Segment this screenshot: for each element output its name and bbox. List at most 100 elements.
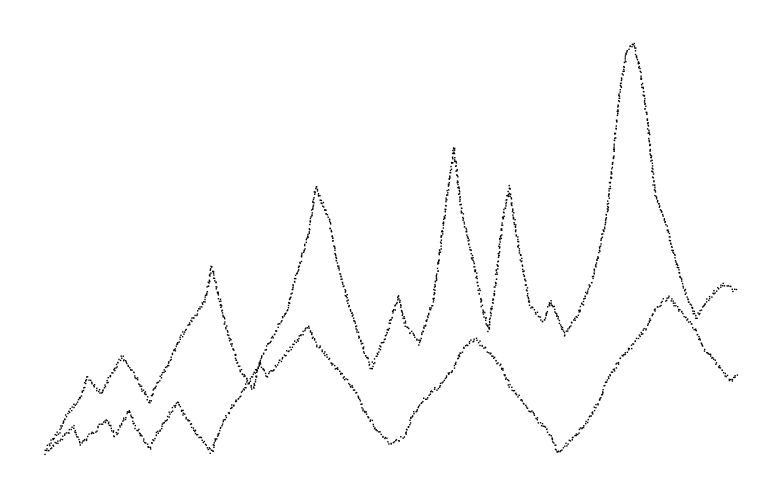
data-point bbox=[649, 144, 651, 147]
data-point bbox=[440, 248, 442, 250]
data-point bbox=[398, 440, 400, 442]
data-point bbox=[402, 313, 404, 315]
data-point bbox=[224, 321, 226, 323]
data-point bbox=[179, 338, 181, 340]
data-point bbox=[400, 304, 402, 306]
data-point bbox=[573, 319, 575, 321]
data-point bbox=[244, 387, 246, 389]
data-point bbox=[521, 257, 523, 260]
data-point bbox=[388, 322, 390, 324]
data-point bbox=[139, 385, 141, 388]
data-point bbox=[259, 363, 262, 365]
data-point bbox=[413, 413, 415, 415]
data-point bbox=[625, 52, 627, 54]
data-point bbox=[525, 280, 527, 282]
data-point bbox=[237, 361, 239, 364]
data-point bbox=[517, 241, 520, 243]
data-point bbox=[289, 297, 291, 299]
data-point bbox=[423, 325, 425, 327]
data-point bbox=[441, 230, 443, 232]
data-point bbox=[459, 196, 461, 198]
data-point bbox=[277, 326, 279, 328]
data-point bbox=[613, 370, 616, 372]
data-point bbox=[170, 358, 172, 361]
data-point bbox=[98, 390, 100, 393]
data-point bbox=[615, 137, 617, 139]
data-point bbox=[724, 375, 726, 377]
data-point bbox=[498, 245, 500, 247]
data-point bbox=[473, 338, 475, 340]
data-point bbox=[444, 204, 447, 207]
data-point bbox=[267, 343, 269, 345]
data-point bbox=[363, 346, 365, 348]
data-point bbox=[548, 304, 550, 306]
data-point bbox=[193, 429, 195, 431]
data-point bbox=[262, 368, 264, 370]
data-point bbox=[587, 418, 589, 421]
data-point bbox=[409, 424, 411, 426]
data-point bbox=[428, 394, 430, 396]
data-point bbox=[129, 411, 131, 413]
data-point bbox=[688, 301, 690, 303]
data-point bbox=[659, 305, 661, 308]
data-point bbox=[597, 404, 599, 406]
data-point bbox=[527, 296, 529, 299]
data-point bbox=[157, 381, 160, 383]
data-point bbox=[600, 237, 603, 240]
data-point bbox=[407, 426, 410, 428]
data-point bbox=[361, 403, 363, 405]
data-point bbox=[458, 354, 460, 356]
data-point bbox=[526, 290, 528, 292]
data-point bbox=[493, 293, 496, 296]
data-point bbox=[163, 371, 165, 373]
data-point bbox=[313, 197, 315, 199]
data-point bbox=[188, 420, 191, 422]
data-point bbox=[644, 97, 646, 100]
data-point bbox=[623, 354, 625, 356]
data-point bbox=[218, 300, 221, 303]
data-point bbox=[52, 444, 54, 446]
data-point bbox=[386, 329, 388, 331]
data-point bbox=[343, 379, 346, 381]
data-point bbox=[439, 386, 441, 388]
data-point bbox=[459, 191, 461, 193]
data-point bbox=[265, 345, 268, 347]
data-point bbox=[682, 312, 684, 315]
data-point bbox=[546, 310, 549, 313]
data-point bbox=[312, 198, 315, 201]
data-point bbox=[271, 370, 273, 372]
data-point bbox=[581, 303, 583, 305]
data-point bbox=[55, 434, 58, 436]
data-point bbox=[430, 390, 433, 392]
data-point bbox=[259, 362, 261, 364]
data-point bbox=[312, 201, 314, 203]
data-point bbox=[556, 315, 558, 317]
data-point bbox=[346, 300, 348, 302]
data-point bbox=[120, 424, 123, 426]
data-point bbox=[169, 413, 171, 415]
data-point bbox=[212, 270, 214, 273]
data-point bbox=[372, 425, 375, 428]
data-point bbox=[254, 369, 257, 371]
data-point bbox=[663, 218, 666, 220]
data-point bbox=[410, 416, 412, 419]
data-point bbox=[371, 368, 373, 370]
data-point bbox=[454, 147, 456, 150]
data-point bbox=[680, 277, 682, 279]
data-point bbox=[607, 208, 609, 210]
data-point bbox=[515, 235, 517, 237]
data-point bbox=[593, 273, 595, 275]
data-point bbox=[368, 364, 370, 366]
data-point bbox=[130, 414, 132, 416]
data-point bbox=[685, 292, 687, 294]
data-point bbox=[394, 309, 396, 311]
data-point bbox=[219, 427, 222, 429]
data-point bbox=[300, 260, 303, 263]
data-point bbox=[618, 97, 620, 99]
data-point bbox=[126, 362, 128, 365]
data-point bbox=[362, 342, 364, 345]
data-point bbox=[334, 364, 336, 367]
data-point bbox=[709, 297, 711, 300]
data-point bbox=[613, 150, 615, 152]
data-point bbox=[175, 345, 177, 347]
